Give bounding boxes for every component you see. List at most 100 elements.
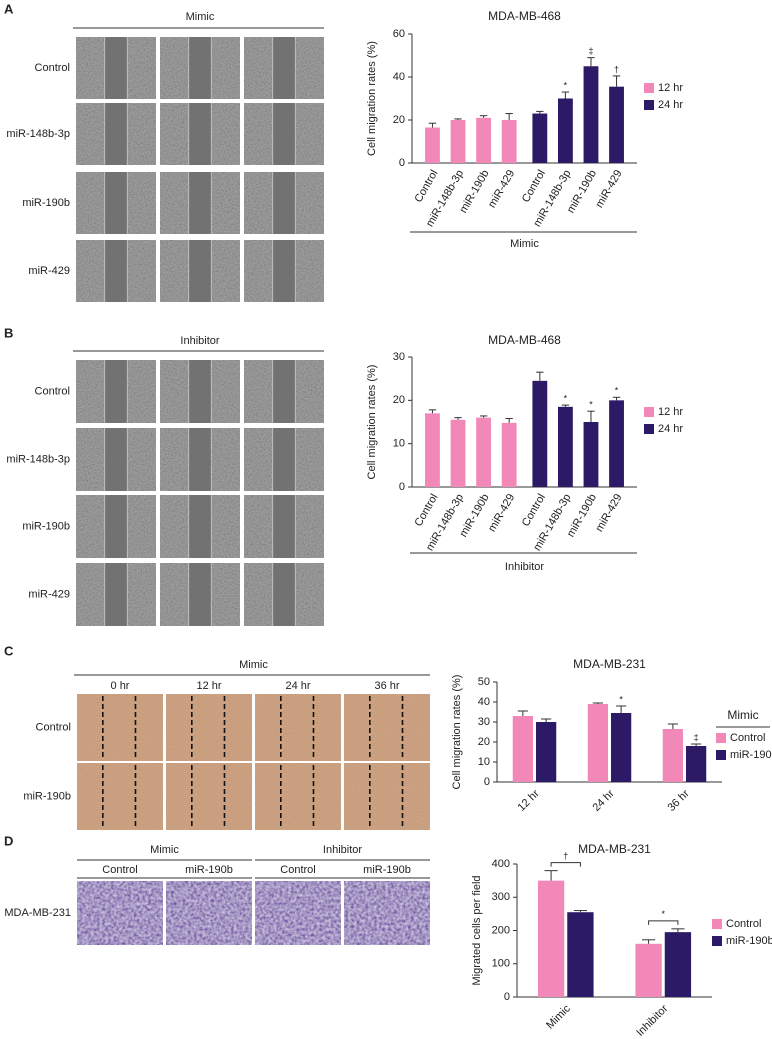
scratch-area — [104, 240, 128, 302]
panel-header: Mimic — [239, 659, 268, 671]
x-tick-label: Inhibitor — [634, 1002, 670, 1038]
legend-label: 24 hr — [658, 99, 683, 111]
scratch-area — [272, 360, 296, 423]
column-header: 36 hr — [374, 680, 399, 692]
row-label: MDA-MB-231 — [4, 907, 71, 919]
micrograph — [77, 763, 163, 830]
legend-label: 12 hr — [658, 406, 683, 418]
bar — [567, 912, 594, 997]
x-tick-label: 12 hr — [515, 787, 541, 813]
x-tick-label: Control — [520, 168, 548, 205]
row-label: miR-429 — [28, 588, 70, 600]
scratch-area — [104, 495, 128, 558]
y-tick-label: 20 — [478, 736, 490, 748]
significance-mark: ‡ — [694, 732, 699, 742]
scratch-area — [272, 495, 296, 558]
legend-label: 12 hr — [658, 82, 683, 94]
bar — [532, 113, 548, 163]
bar — [609, 86, 624, 163]
y-tick-label: 40 — [478, 696, 490, 708]
scratch-area — [188, 103, 212, 165]
scratch-area — [188, 360, 212, 423]
scratch-area — [188, 495, 212, 558]
y-tick-label: 10 — [393, 438, 405, 450]
bar — [425, 413, 440, 487]
bar — [476, 417, 492, 487]
legend-swatch — [644, 424, 654, 434]
bar — [583, 66, 599, 163]
y-axis-label: Cell migration rates (%) — [366, 41, 378, 156]
panel-letter: A — [4, 1, 14, 16]
scratch-area — [188, 37, 212, 99]
bar — [501, 120, 517, 163]
bar — [609, 400, 624, 487]
scratch-area — [188, 172, 212, 234]
bar — [536, 722, 557, 782]
legend-swatch — [644, 407, 654, 417]
row-label: Control — [35, 62, 70, 74]
y-axis-label: Cell migration rates (%) — [451, 675, 463, 790]
significance-mark: * — [615, 386, 619, 396]
column-header: Control — [102, 864, 137, 876]
bar — [686, 746, 707, 782]
chart-title: MDA-MB-468 — [488, 9, 561, 23]
y-tick-label: 50 — [478, 676, 490, 688]
y-tick-label: 300 — [492, 891, 510, 903]
significance-mark: † — [614, 64, 619, 74]
scratch-area — [104, 37, 128, 99]
y-tick-label: 30 — [393, 351, 405, 363]
micrograph — [255, 881, 341, 945]
scratch-area — [272, 240, 296, 302]
significance-bracket — [648, 920, 679, 925]
micrograph — [77, 694, 163, 761]
bar — [662, 729, 683, 782]
bar — [557, 98, 573, 163]
y-tick-label: 400 — [492, 858, 510, 870]
column-header: Control — [280, 864, 315, 876]
scratch-area — [104, 172, 128, 234]
bar — [611, 713, 632, 782]
x-tick-label: Mimic — [544, 1002, 573, 1031]
panel-letter: C — [4, 643, 14, 658]
bar — [512, 716, 533, 782]
legend-label: miR-190b — [730, 749, 772, 761]
significance-mark: * — [661, 909, 665, 919]
legend-swatch — [716, 750, 726, 760]
column-header: miR-190b — [363, 864, 411, 876]
row-label: Control — [36, 721, 71, 733]
y-axis-label: Cell migration rates (%) — [366, 365, 378, 480]
y-tick-label: 10 — [478, 756, 490, 768]
significance-mark: † — [563, 851, 568, 861]
micrograph — [344, 763, 430, 830]
panel-letter: B — [4, 325, 13, 340]
bar — [664, 932, 692, 997]
y-tick-label: 0 — [504, 991, 510, 1003]
scratch-area — [272, 428, 296, 491]
panel-letter: D — [4, 833, 13, 848]
group-header: Mimic — [150, 844, 179, 856]
y-axis-label: Migrated cells per field — [471, 875, 483, 985]
legend-swatch — [712, 936, 722, 946]
panel-header: Inhibitor — [180, 335, 219, 347]
bar — [635, 943, 662, 997]
significance-mark: * — [564, 393, 568, 403]
significance-mark: * — [619, 694, 623, 704]
x-tick-label: Control — [412, 492, 440, 529]
group-label: Inhibitor — [505, 561, 544, 573]
legend-swatch — [644, 100, 654, 110]
significance-mark: * — [589, 400, 593, 410]
bar — [450, 120, 466, 163]
bar — [587, 704, 608, 782]
scratch-area — [104, 103, 128, 165]
scratch-area — [272, 103, 296, 165]
y-tick-label: 0 — [484, 776, 490, 788]
bar — [476, 117, 492, 163]
y-tick-label: 0 — [399, 157, 405, 169]
x-tick-label: 36 hr — [665, 787, 691, 813]
row-label: miR-148b-3p — [6, 128, 70, 140]
legend-swatch — [712, 919, 722, 929]
legend-title: Mimic — [727, 708, 758, 722]
legend-label: miR-190b — [726, 935, 772, 947]
